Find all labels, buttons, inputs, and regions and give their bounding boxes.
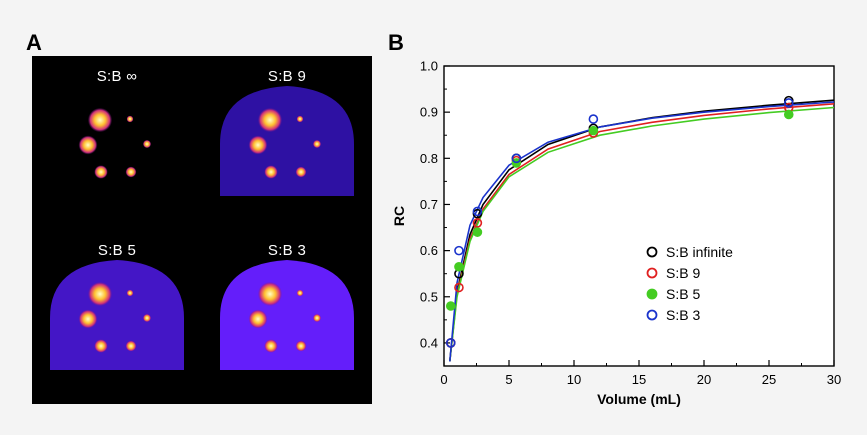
phantom-image-sb-3: S:B 3	[202, 230, 372, 404]
hot-sphere	[248, 135, 268, 155]
plot-area	[445, 95, 834, 362]
plot-frame	[443, 65, 835, 367]
phantom-svg	[78, 107, 152, 179]
hot-sphere	[87, 107, 113, 133]
recovery-coefficient-chart: 0 5 10 15 20 25 30 0.4 0.5 0.6 0.7 0.8 0.9 1.0 Volume …	[391, 59, 841, 408]
x-tick-label: 15	[632, 372, 646, 387]
hot-sphere	[312, 139, 322, 149]
panel-b-letter: B	[388, 30, 404, 55]
y-tick-label: 0.6	[420, 243, 438, 258]
fit-curve-3	[449, 101, 834, 362]
x-tick-label: 10	[567, 372, 581, 387]
phantom-image-sb-5: S:B 5	[32, 230, 202, 404]
data-point	[783, 98, 794, 108]
legend-label: S:B 3	[666, 307, 700, 323]
data-point	[454, 282, 464, 293]
phantom-background	[50, 260, 184, 370]
legend-label: S:B 5	[666, 286, 700, 302]
legend: S:B infinite S:B 9 S:B 5 S:B 3	[646, 244, 733, 323]
legend-marker	[646, 246, 658, 258]
x-axis-title: Volume (mL)	[597, 391, 681, 407]
hot-sphere	[94, 165, 108, 179]
fit-curve-0	[449, 99, 834, 362]
hot-sphere	[94, 339, 108, 353]
hot-sphere	[295, 340, 307, 352]
hot-sphere	[142, 313, 152, 323]
phantom-label: S:B ∞	[96, 68, 138, 85]
hot-sphere	[312, 313, 322, 323]
legend-label: S:B 9	[666, 265, 700, 281]
x-tick-label: 30	[827, 372, 841, 387]
hot-sphere	[78, 135, 98, 155]
hot-sphere	[126, 289, 134, 297]
hot-sphere	[87, 281, 113, 307]
x-tick-label: 5	[505, 372, 512, 387]
y-axis-title: RC	[391, 206, 407, 226]
y-tick-label: 0.5	[420, 289, 438, 304]
phantom-label: S:B 5	[97, 242, 137, 259]
y-tick-label: 0.8	[420, 151, 438, 166]
fit-curve-2	[449, 106, 834, 362]
y-tick-label: 0.7	[420, 197, 438, 212]
data-point	[511, 153, 522, 164]
panel-a-letter: A	[26, 30, 42, 55]
legend-label: S:B infinite	[666, 244, 733, 260]
phantom-svg	[50, 260, 184, 370]
phantom-label: S:B 9	[267, 68, 307, 85]
hot-sphere	[142, 139, 152, 149]
hot-sphere	[296, 115, 304, 123]
data-point	[588, 114, 599, 124]
hot-sphere	[257, 107, 283, 133]
hot-sphere	[264, 165, 278, 179]
data-point	[588, 125, 599, 136]
data-point	[445, 301, 456, 311]
y-tick-label: 0.9	[420, 105, 438, 120]
phantom-image-panel: S:B ∞ S:B 9 S:B 5 S:B 3	[32, 56, 372, 404]
x-tick-label: 25	[762, 372, 776, 387]
legend-marker	[646, 309, 658, 321]
phantom-background	[220, 86, 354, 196]
hot-sphere	[264, 339, 278, 353]
hot-sphere	[78, 309, 98, 329]
phantom-label: S:B 3	[267, 242, 307, 259]
hot-sphere	[295, 166, 307, 178]
hot-sphere	[125, 166, 137, 178]
data-point	[783, 109, 794, 120]
phantom-svg	[220, 260, 354, 370]
data-point	[472, 218, 483, 228]
hot-sphere	[126, 115, 134, 123]
y-tick-label: 1.0	[420, 59, 438, 74]
phantom-image-sb-infinite: S:B ∞	[32, 56, 202, 230]
data-point	[454, 245, 464, 256]
hot-sphere	[248, 309, 268, 329]
y-tick-label: 0.4	[420, 335, 438, 350]
hot-sphere	[125, 340, 137, 352]
data-point	[472, 227, 483, 237]
x-tick-label: 20	[697, 372, 711, 387]
hot-sphere	[257, 281, 283, 307]
hot-sphere	[296, 289, 304, 297]
legend-marker	[646, 288, 658, 300]
phantom-svg	[220, 86, 354, 196]
data-point	[454, 261, 464, 272]
phantom-background	[220, 260, 354, 370]
data-point	[445, 338, 456, 348]
data-point	[472, 206, 483, 217]
x-tick-label: 0	[440, 372, 447, 387]
phantom-image-sb-9: S:B 9	[202, 56, 372, 230]
legend-marker	[646, 267, 658, 279]
